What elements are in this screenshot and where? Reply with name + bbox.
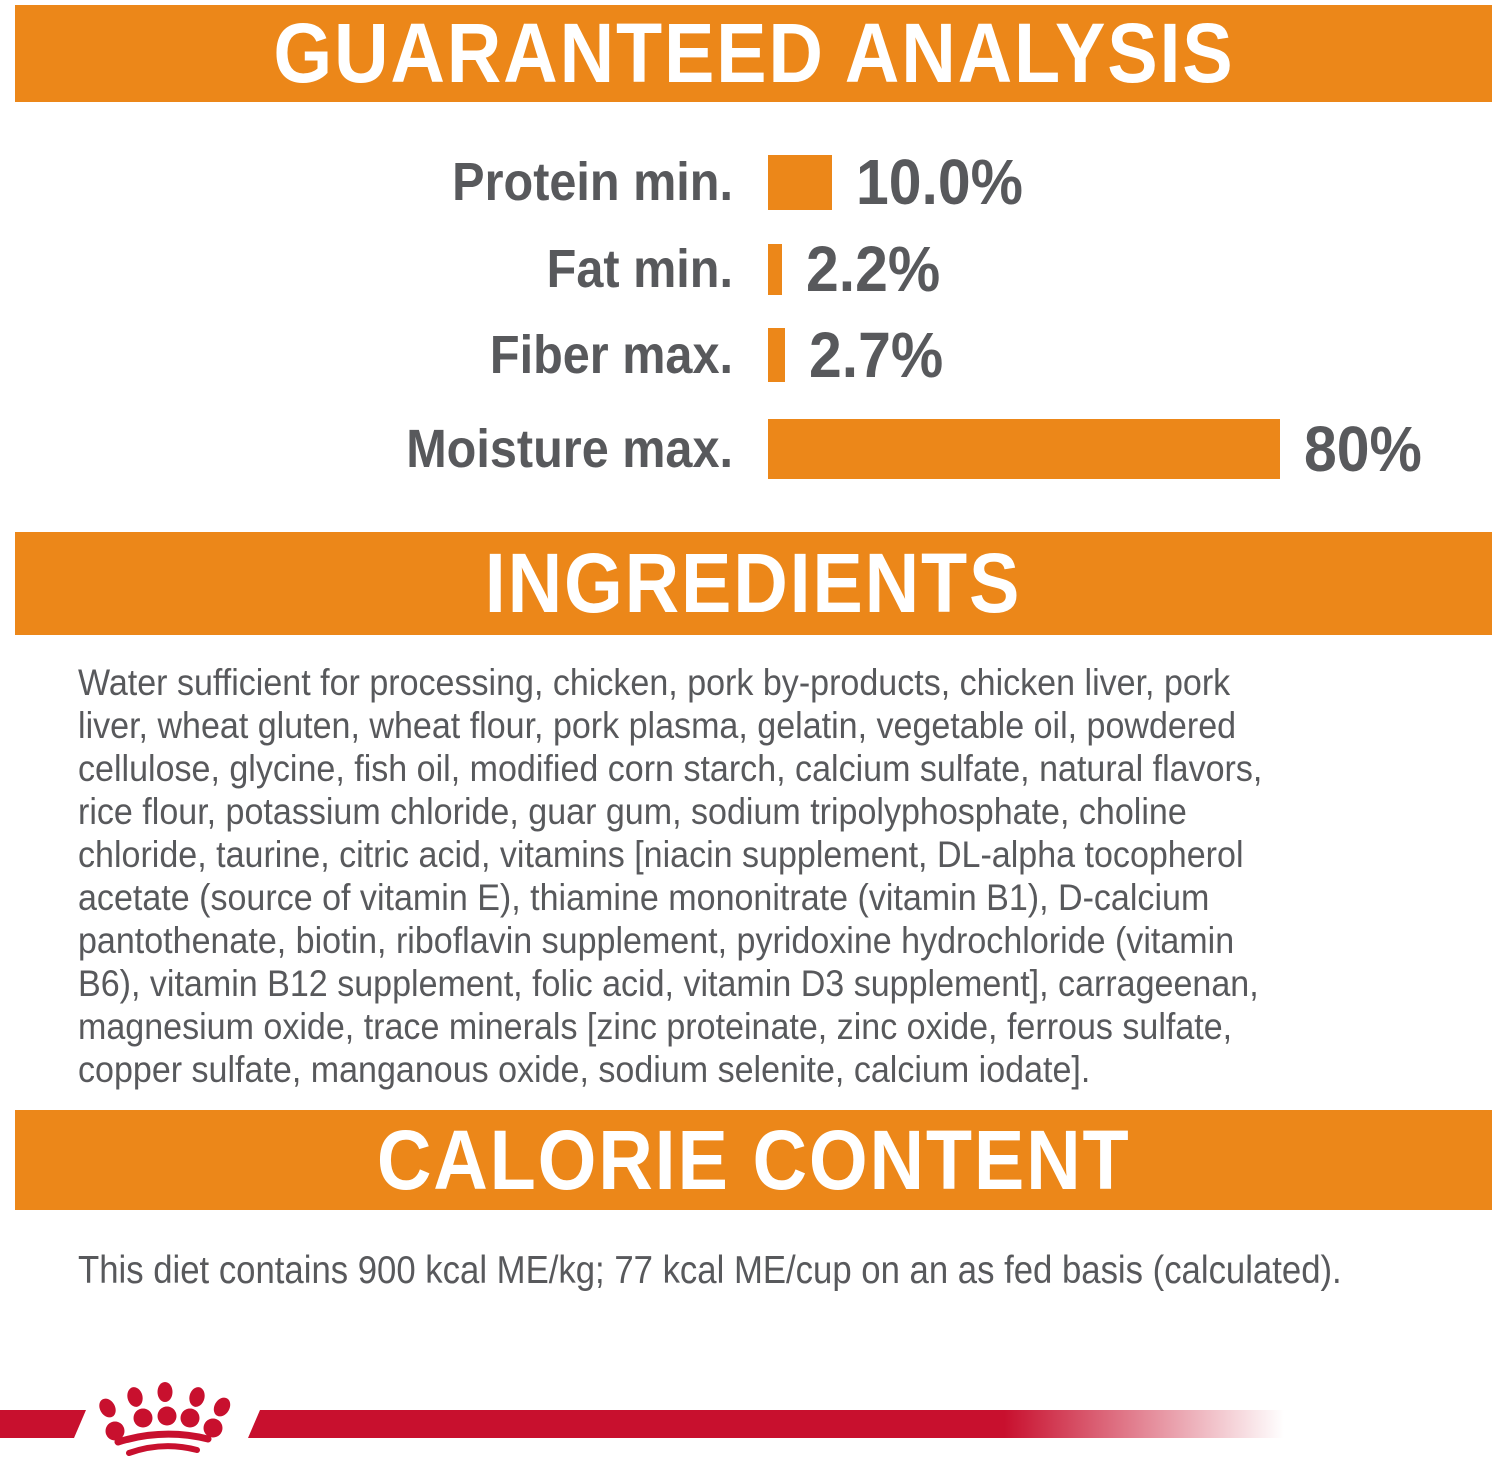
analysis-value-fiber: 2.7% xyxy=(809,319,944,391)
ingredients-line: pantothenate, biotin, riboflavin supplem… xyxy=(78,920,1235,961)
analysis-label-protein: Protein min. xyxy=(452,152,733,212)
ingredients-line: rice flour, potassium chloride, guar gum… xyxy=(78,791,1187,832)
analysis-value-protein: 10.0% xyxy=(856,146,1023,218)
guaranteed-analysis-title: GUARANTEED ANALYSIS xyxy=(272,6,1235,100)
analysis-row-protein: Protein min. 10.0% xyxy=(0,146,1037,218)
analysis-bar-moisture xyxy=(768,419,1280,479)
analysis-label-moisture: Moisture max. xyxy=(406,419,733,479)
analysis-bar-fiber xyxy=(768,328,785,382)
calorie-content-title: CALORIE CONTENT xyxy=(376,1112,1131,1207)
brand-stripe-right xyxy=(248,1410,1284,1438)
ingredients-line: chloride, taurine, citric acid, vitamins… xyxy=(78,834,1244,875)
ingredients-banner: INGREDIENTS xyxy=(15,532,1492,635)
brand-stripe-left xyxy=(0,1410,86,1438)
ingredients-line: cellulose, glycine, fish oil, modified c… xyxy=(78,748,1263,789)
analysis-row-moisture: Moisture max. 80% xyxy=(0,413,1432,485)
ingredients-line: copper sulfate, manganous oxide, sodium … xyxy=(78,1049,1091,1090)
analysis-label-fat: Fat min. xyxy=(546,239,733,299)
analysis-bar-protein xyxy=(768,154,832,210)
ingredients-line: B6), vitamin B12 supplement, folic acid,… xyxy=(78,963,1259,1004)
analysis-value-moisture: 80% xyxy=(1304,413,1422,485)
analysis-row-fiber: Fiber max. 2.7% xyxy=(0,319,955,391)
ingredients-line: liver, wheat gluten, wheat flour, pork p… xyxy=(78,705,1237,746)
analysis-label-fiber: Fiber max. xyxy=(489,325,733,385)
analysis-row-fat: Fat min. 2.2% xyxy=(0,233,952,305)
analysis-bar-fat xyxy=(768,243,782,295)
ingredients-line: magnesium oxide, trace minerals [zinc pr… xyxy=(78,1006,1233,1047)
calorie-content-banner: CALORIE CONTENT xyxy=(15,1110,1492,1210)
ingredients-line: Water sufficient for processing, chicken… xyxy=(78,662,1231,703)
royal-canin-crown-logo-icon xyxy=(99,1382,231,1456)
calorie-content-text: This diet contains 900 kcal ME/kg; 77 kc… xyxy=(78,1249,1342,1292)
ingredients-line: acetate (source of vitamin E), thiamine … xyxy=(78,877,1210,918)
analysis-value-fat: 2.2% xyxy=(806,233,941,305)
ingredients-paragraph: Water sufficient for processing, chicken… xyxy=(78,661,1365,1091)
ingredients-title: INGREDIENTS xyxy=(485,536,1022,630)
guaranteed-analysis-banner: GUARANTEED ANALYSIS xyxy=(15,5,1492,102)
